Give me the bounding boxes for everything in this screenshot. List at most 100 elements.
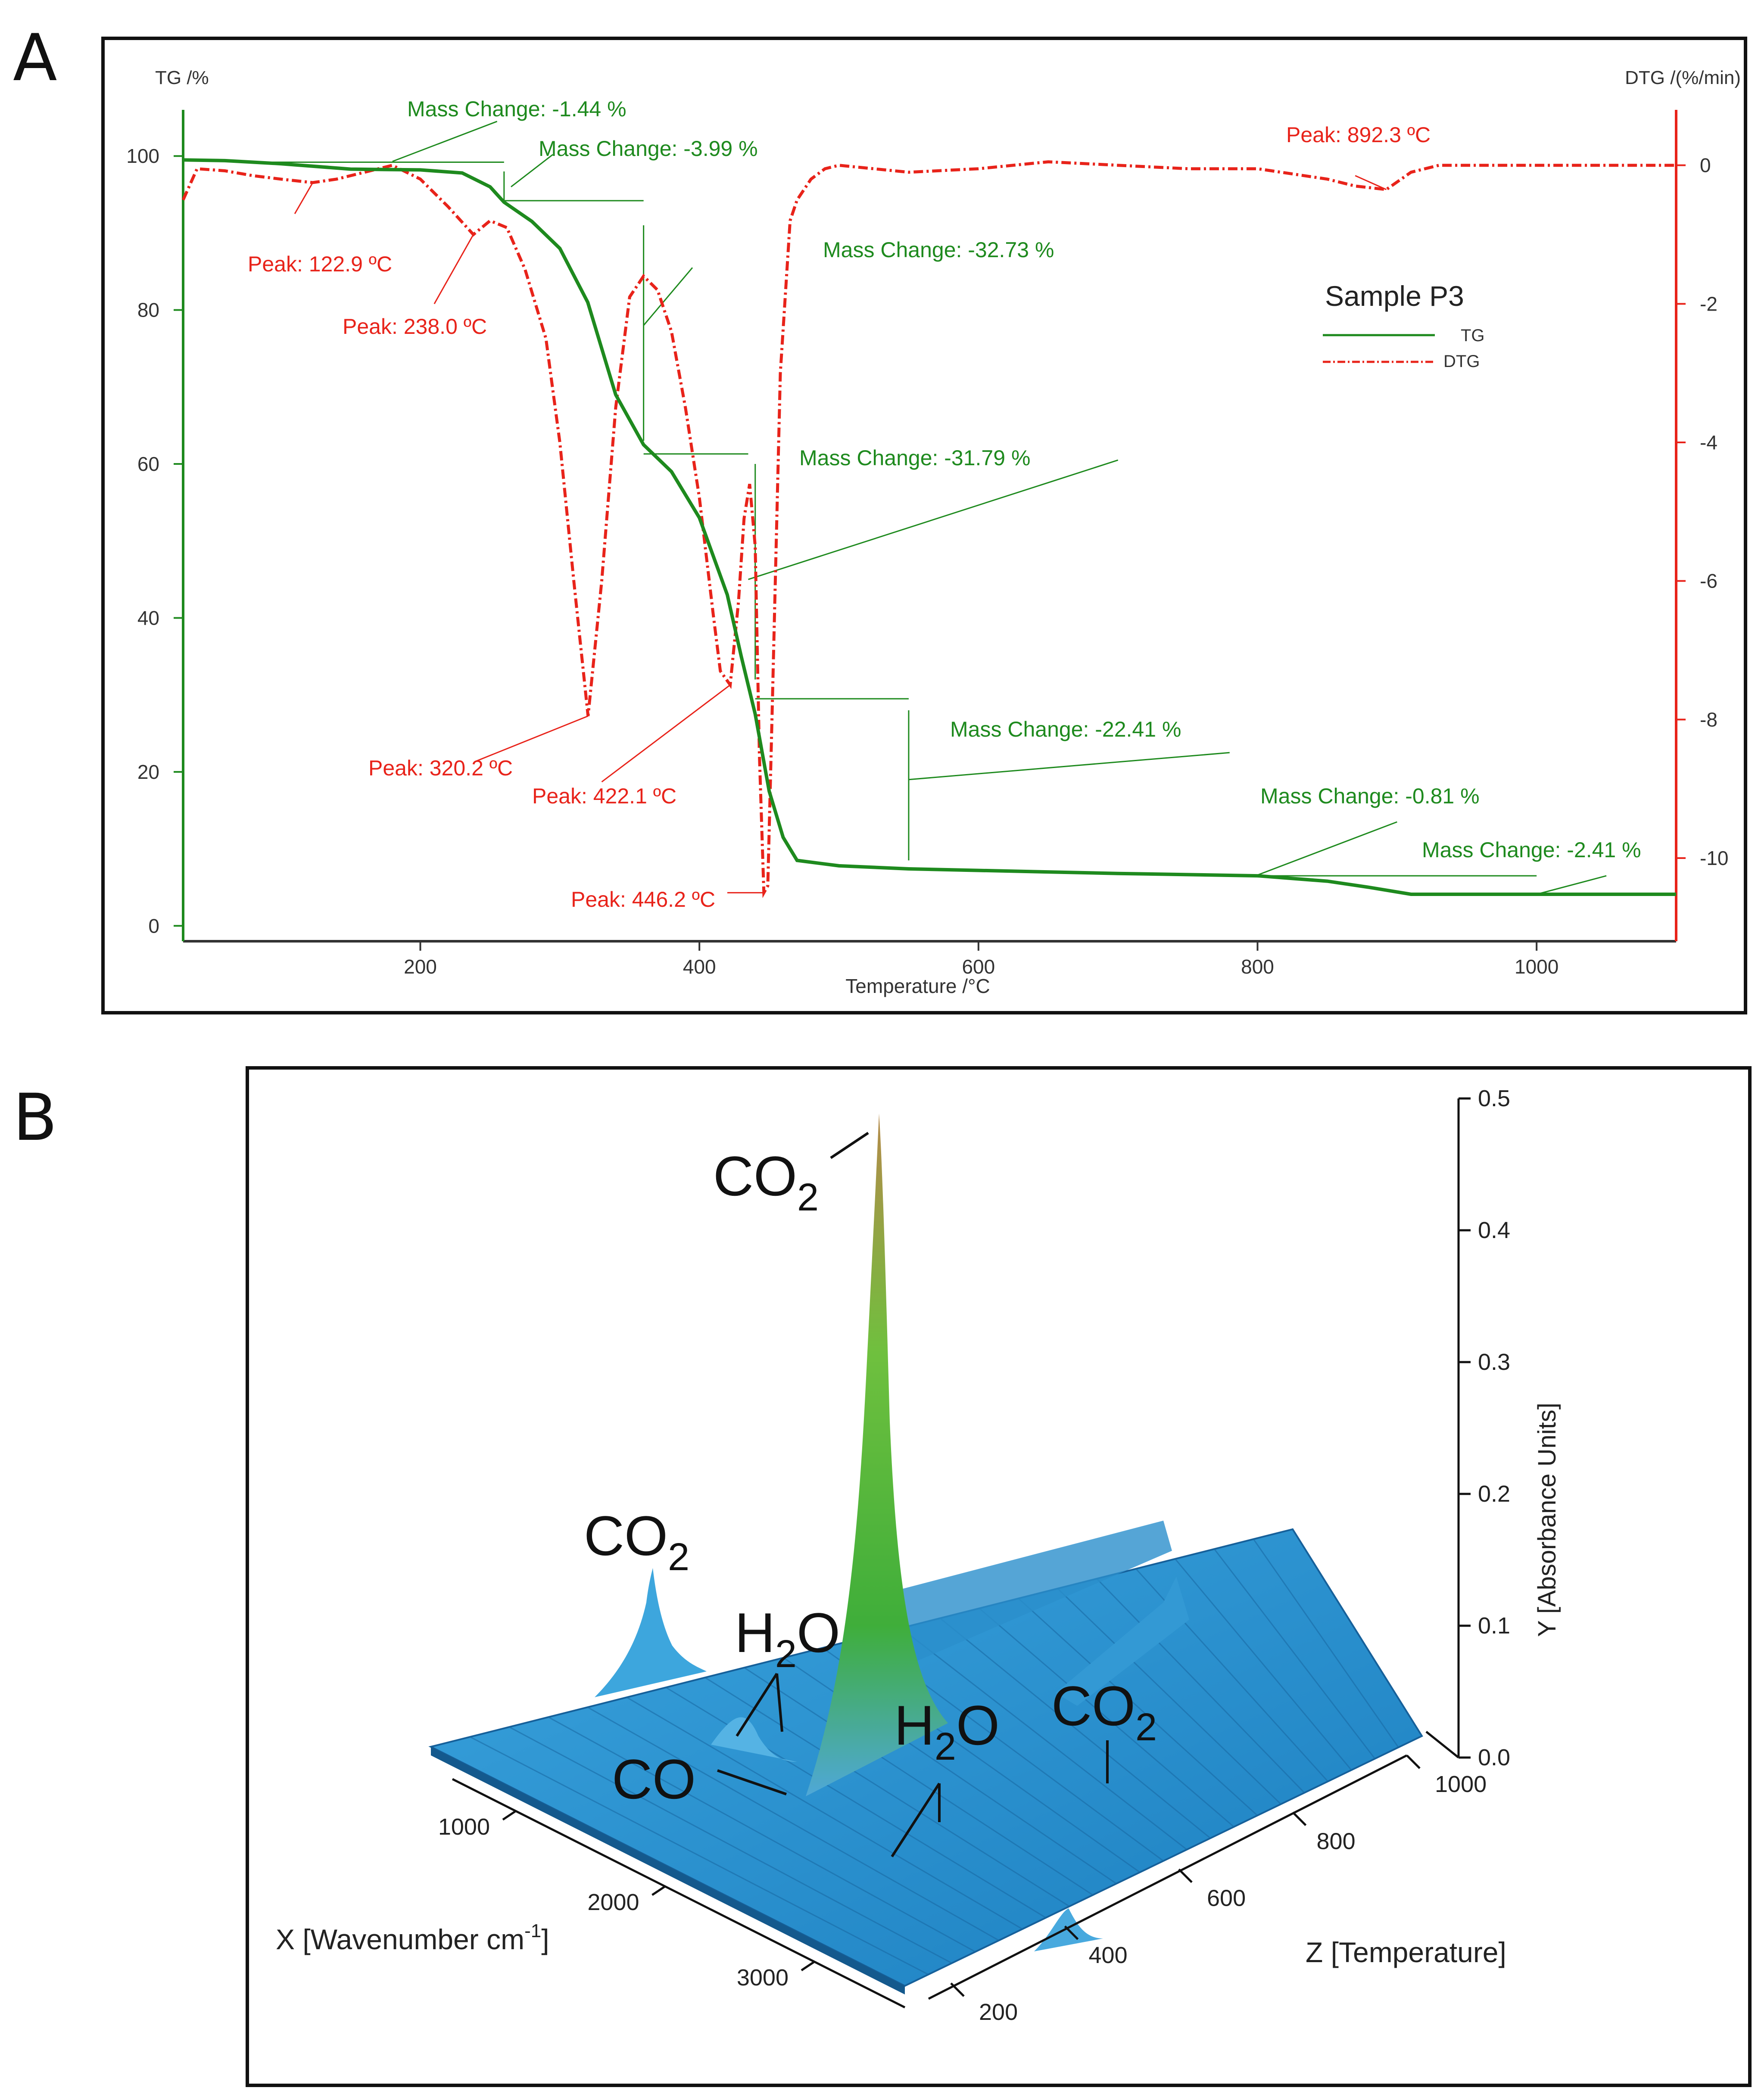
surface-stripe-15 bbox=[1018, 1598, 1258, 1816]
surface-stripe-8 bbox=[744, 1667, 1094, 1896]
x-tick-mark-b-1 bbox=[651, 1885, 666, 1896]
leader-mc-5 bbox=[908, 752, 1230, 781]
right-tick-label-0: 0 bbox=[1700, 154, 1711, 177]
species-leader-h2o-mid bbox=[891, 1783, 941, 1857]
mass-change-label-1: Mass Change: -1.44 % bbox=[407, 97, 627, 121]
left-tick-label-2: 40 bbox=[137, 607, 159, 629]
x-axis-title-sup: -1 bbox=[524, 1920, 541, 1941]
species-leader-h2o-left-a bbox=[736, 1673, 778, 1737]
leader-peak-3 bbox=[476, 715, 589, 762]
co2-peak-small bbox=[595, 1568, 707, 1697]
surface-stripe-7 bbox=[704, 1677, 1070, 1907]
y-tick-label-b-5: 0.0 bbox=[1478, 1745, 1510, 1770]
leader-peak-4 bbox=[601, 684, 731, 783]
right-tick-label-1: -2 bbox=[1700, 292, 1717, 315]
x-axis-title-end: ] bbox=[541, 1923, 549, 1955]
panel-a-label: A bbox=[13, 21, 57, 96]
left-tick-label-4: 80 bbox=[137, 299, 159, 321]
peak-label-5: Peak: 446.2 ºC bbox=[571, 887, 715, 912]
right-tick-label-5: -10 bbox=[1700, 847, 1728, 869]
surface-stripe-12 bbox=[900, 1627, 1188, 1850]
species-h2o-left-main: H bbox=[735, 1601, 775, 1664]
x-axis-line bbox=[452, 1778, 906, 2009]
legend-dtg-label: DTG bbox=[1443, 352, 1480, 371]
species-h2o-mid-end: O bbox=[956, 1694, 1000, 1757]
y-axis-base bbox=[1425, 1731, 1459, 1758]
surface-stripe-13 bbox=[939, 1618, 1211, 1839]
surface-stripe-14 bbox=[979, 1608, 1234, 1828]
mass-change-label-4: Mass Change: -31.79 % bbox=[799, 446, 1030, 470]
leader-peak-6 bbox=[1355, 175, 1387, 190]
leader-mc-6 bbox=[1257, 821, 1397, 876]
x-tick-label-3: 800 bbox=[1241, 955, 1274, 978]
species-co: CO bbox=[612, 1748, 696, 1811]
legend-title: Sample P3 bbox=[1325, 280, 1464, 312]
species-h2o-left: H2O bbox=[735, 1601, 840, 1676]
surface-stripe-2 bbox=[509, 1726, 952, 1964]
z-axis-line bbox=[928, 1754, 1408, 2000]
species-h2o-left-end: O bbox=[797, 1601, 840, 1664]
species-co2-left-main: CO bbox=[584, 1504, 668, 1567]
left-tick-label-0: 0 bbox=[148, 915, 159, 937]
leader-peak-1 bbox=[294, 182, 314, 214]
surface-stripe-1 bbox=[470, 1736, 929, 1975]
y-tick-label-b-3: 0.2 bbox=[1478, 1481, 1510, 1507]
x-tick-label-4: 1000 bbox=[1515, 955, 1559, 978]
species-leader-h2o-left-b bbox=[776, 1673, 783, 1732]
species-h2o-mid-main: H bbox=[894, 1694, 935, 1757]
panel-a-frame bbox=[101, 37, 1747, 1014]
surface-stripe-16 bbox=[1057, 1588, 1281, 1805]
surface-ridge-back bbox=[840, 1521, 1172, 1689]
species-co2-right-main: CO bbox=[1051, 1674, 1135, 1737]
surface-front-edge bbox=[431, 1747, 905, 1994]
y-axis-title: Y [Absorbance Units] bbox=[1533, 1403, 1561, 1637]
z-axis-title: Z [Temperature] bbox=[1306, 1936, 1506, 1968]
peak-label-2: Peak: 238.0 ºC bbox=[343, 314, 487, 339]
co2-peak-large bbox=[806, 1114, 948, 1796]
tg-dtg-chart: 200 400 600 800 1000 0 20 40 60 80 100 0 -2 -4 -6 -8 -… bbox=[126, 67, 1741, 997]
x-tick-label-b-1: 2000 bbox=[587, 1889, 639, 1915]
x-tick-mark-b-0 bbox=[502, 1810, 517, 1821]
surface-stripe-5 bbox=[626, 1696, 1023, 1930]
right-axis-title: DTG /(%/min) bbox=[1625, 67, 1741, 88]
species-leader-co2-top bbox=[830, 1132, 869, 1159]
right-tick-label-4: -8 bbox=[1700, 708, 1717, 731]
species-co2-left: CO2 bbox=[584, 1504, 689, 1579]
species-co2-left-sub: 2 bbox=[668, 1536, 689, 1579]
leader-mc-1 bbox=[392, 121, 498, 162]
leader-mc-3 bbox=[643, 267, 693, 326]
x-tick-label-b-2: 3000 bbox=[737, 1965, 789, 1991]
mass-change-label-2: Mass Change: -3.99 % bbox=[539, 137, 758, 161]
panel-b-label: B bbox=[13, 1080, 57, 1155]
x-axis-title-main: X [Wavenumber cm bbox=[276, 1923, 524, 1955]
z-tick-label-2: 600 bbox=[1207, 1885, 1246, 1911]
species-co2-top-main: CO bbox=[713, 1145, 797, 1207]
dtg-series-line bbox=[181, 160, 1676, 898]
surface-stripe-21 bbox=[1253, 1539, 1399, 1748]
y-tick-label-b-2: 0.3 bbox=[1478, 1349, 1510, 1375]
legend: Sample P3 TG DTG bbox=[1323, 280, 1485, 371]
right-tick-label-2: -4 bbox=[1700, 431, 1717, 454]
x-tick-label-b-0: 1000 bbox=[438, 1814, 490, 1840]
left-tick-label-5: 100 bbox=[126, 145, 159, 167]
y-tick-label-b-0: 0.5 bbox=[1478, 1086, 1510, 1111]
z-tick-label-4: 200 bbox=[979, 1999, 1018, 2025]
surface-stripe-19 bbox=[1175, 1558, 1352, 1771]
mass-change-label-6: Mass Change: -0.81 % bbox=[1260, 784, 1480, 808]
x-tick-mark-b-2 bbox=[801, 1960, 815, 1972]
y-tick-label-b-4: 0.1 bbox=[1478, 1613, 1510, 1639]
right-tick-label-3: -6 bbox=[1700, 570, 1717, 592]
surface-stripe-17 bbox=[1096, 1578, 1305, 1793]
leader-mc-2 bbox=[511, 154, 554, 187]
peak-label-6: Peak: 892.3 ºC bbox=[1286, 123, 1431, 147]
z-tick-label-1: 800 bbox=[1317, 1828, 1356, 1854]
surface-ridge-right bbox=[1056, 1577, 1189, 1706]
species-leader-co bbox=[717, 1769, 787, 1795]
species-co2-top: CO2 bbox=[713, 1145, 819, 1219]
peak-label-4: Peak: 422.1 ºC bbox=[532, 784, 676, 808]
co-peak-left bbox=[711, 1717, 797, 1762]
z-tick-mark-0 bbox=[1406, 1755, 1421, 1769]
left-tick-label-3: 60 bbox=[137, 453, 159, 475]
mass-change-label-7: Mass Change: -2.41 % bbox=[1422, 838, 1641, 862]
